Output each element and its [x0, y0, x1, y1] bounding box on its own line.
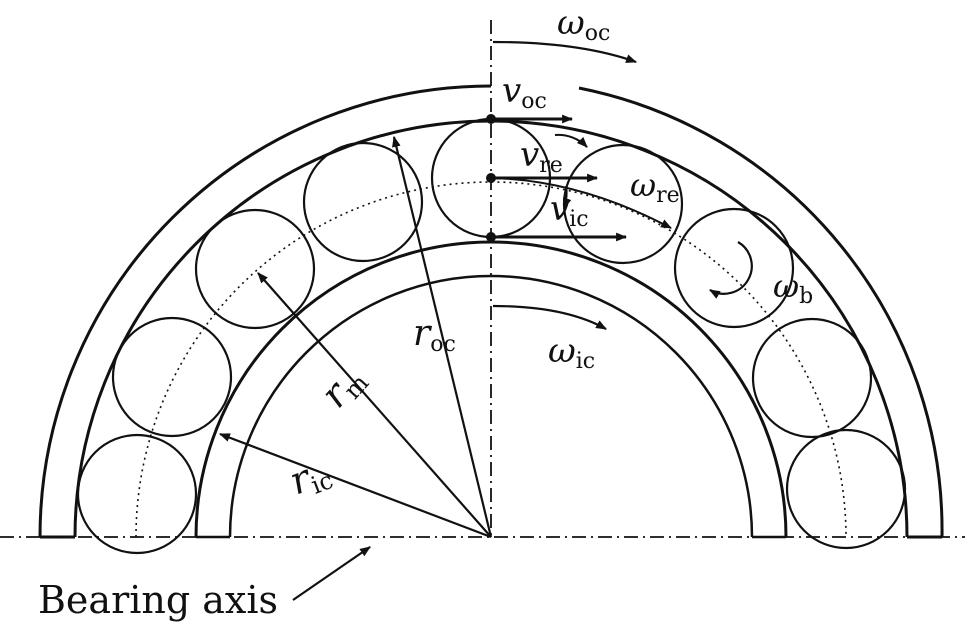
r-oc-arrow [392, 135, 493, 538]
inner-ring-inner-edge [228, 274, 754, 538]
roller-rotation-arrow-middle [562, 185, 572, 210]
bearing-axis-label: Bearing axis [38, 578, 278, 622]
label-r-oc: roc [413, 313, 456, 357]
label-omega-ic: ωic [548, 331, 595, 374]
label-omega-re: ωre [630, 166, 680, 208]
roller [76, 433, 198, 555]
omega-ic-arrow [492, 304, 607, 330]
label-v-ic: vic [550, 189, 589, 232]
label-r-ic: ric [283, 448, 337, 506]
r-ic-arrow [218, 432, 492, 539]
label-omega-oc: ωoc [557, 3, 610, 46]
roller [751, 317, 873, 439]
roller [194, 208, 316, 330]
inner-ring-outer-edge [194, 240, 788, 538]
omega-re-arrow [490, 177, 672, 229]
roller [673, 207, 795, 329]
roller [111, 316, 233, 438]
label-v-re: vre [520, 135, 563, 178]
roller-rotation-arrow-outer [554, 133, 588, 148]
label-omega-b: ωb [773, 267, 813, 309]
label-r-m: rm [312, 356, 374, 418]
omega-b-arrow [709, 241, 753, 299]
outer-ring-outer-edge [38, 84, 944, 538]
roller [302, 141, 424, 263]
roller [785, 428, 907, 550]
pitch-circle [135, 181, 847, 538]
label-v-oc: voc [502, 71, 547, 114]
omega-oc-arrow [492, 40, 638, 64]
r-m-arrow [257, 272, 492, 538]
bearing-axis-pointer [292, 546, 371, 601]
